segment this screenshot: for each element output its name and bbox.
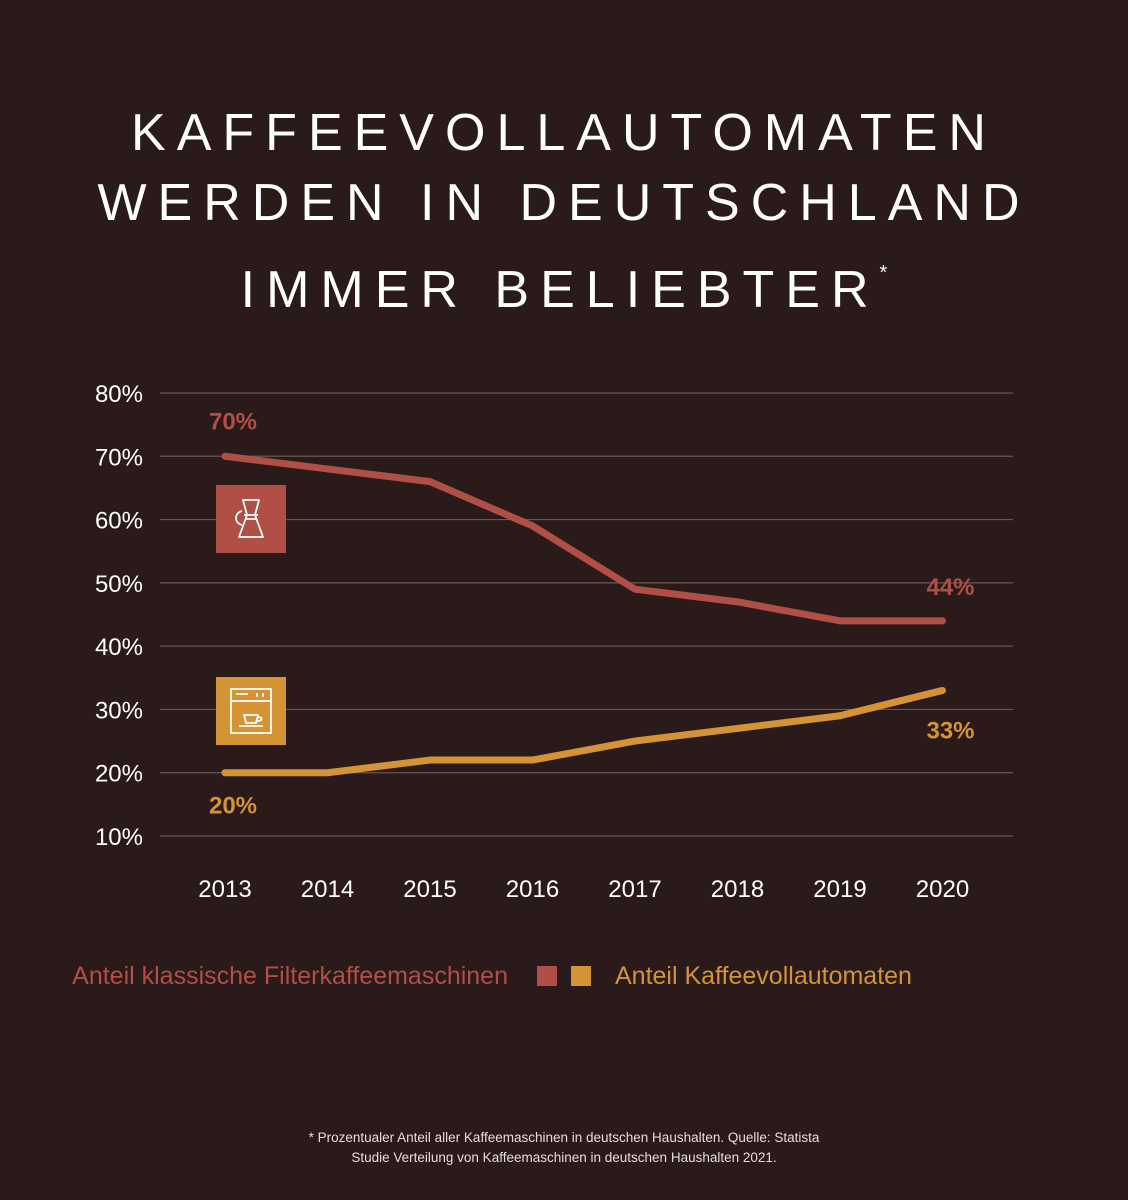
- y-tick-label: 10%: [95, 824, 143, 851]
- title-footnote-mark: *: [879, 262, 888, 284]
- icon-shape: [244, 514, 258, 520]
- data-point: [529, 756, 536, 764]
- series-line: [225, 687, 944, 777]
- x-tick-label: 2014: [301, 876, 354, 903]
- espresso-machine-icon: [216, 677, 286, 745]
- y-axis-tick-labels: 10% 20% 30% 40% 50% 60% 70% 80%: [95, 381, 143, 851]
- data-point: [529, 522, 536, 530]
- icon-shape: [243, 714, 263, 724]
- data-point: [221, 452, 229, 460]
- data-point: [426, 756, 434, 764]
- icon-shape: [235, 510, 243, 526]
- data-point: [221, 769, 229, 777]
- x-tick-label: 2018: [711, 876, 764, 903]
- y-tick-label: 40%: [95, 634, 143, 661]
- data-label: 33%: [926, 717, 974, 744]
- data-point: [426, 478, 434, 486]
- title-line-1: KAFFEEVOLLAUTOMATEN: [131, 104, 997, 162]
- legend: Anteil klassische Filterkaffeemaschinen …: [0, 958, 1128, 998]
- line-chart: 10%20%30%40%50%60%70%80% 2013 2014 2015 201…: [95, 381, 1013, 903]
- chart-title: KAFFEEVOLLAUTOMATEN WERDEN IN DEUTSCHLAN…: [0, 98, 1128, 325]
- y-tick-label: 30%: [95, 697, 143, 724]
- data-point: [836, 617, 844, 625]
- data-labels: 70% 44% 20% 33%: [209, 408, 975, 819]
- data-point: [324, 769, 331, 777]
- data-point: [631, 585, 639, 593]
- data-point: [734, 598, 741, 606]
- title-line-3: IMMER BELIEBTER*: [0, 238, 1128, 325]
- x-tick-label: 2019: [813, 876, 866, 903]
- icon-shape: [230, 688, 272, 734]
- data-label: 70%: [209, 408, 257, 435]
- y-tick-label: 80%: [95, 381, 143, 408]
- footnote: * Prozentualer Anteil aller Kaffeemaschi…: [0, 1128, 1128, 1168]
- data-point: [939, 617, 946, 625]
- title-line-2: WERDEN IN DEUTSCHLAND: [97, 174, 1031, 232]
- x-tick-label: 2016: [506, 876, 559, 903]
- y-tick-label: 70%: [95, 444, 143, 471]
- legend-label-auto: Anteil Kaffeevollautomaten: [615, 962, 912, 990]
- data-point: [939, 686, 946, 694]
- x-tick-label: 2020: [916, 876, 969, 903]
- data-point: [836, 712, 844, 720]
- legend-swatch-auto: [571, 966, 591, 986]
- footnote-line-2: Studie Verteilung von Kaffeemaschinen in…: [351, 1150, 777, 1165]
- footnote-line-1: * Prozentualer Anteil aller Kaffeemaschi…: [308, 1130, 820, 1145]
- title-line-3-text: IMMER BELIEBTER: [240, 261, 880, 319]
- chemex-coffee-maker-icon: [216, 485, 286, 553]
- data-point: [734, 724, 741, 732]
- y-tick-label: 50%: [95, 571, 143, 598]
- data-label: 44%: [926, 574, 974, 601]
- series-line: [224, 452, 943, 625]
- series-lines: [221, 452, 946, 777]
- icon-box: [216, 677, 286, 745]
- data-label: 20%: [209, 793, 257, 820]
- y-tick-label: 20%: [95, 761, 143, 788]
- y-tick-label: 60%: [95, 508, 143, 535]
- data-point: [324, 465, 331, 473]
- x-axis-tick-labels: 2013 2014 2015 2016 2017 2018 2019 2020: [198, 876, 969, 903]
- legend-label-filter: Anteil klassische Filterkaffeemaschinen: [72, 962, 508, 990]
- x-tick-label: 2015: [403, 876, 456, 903]
- x-tick-label: 2017: [608, 876, 661, 903]
- icon-shape: [231, 693, 271, 702]
- series-icons: [216, 485, 286, 745]
- legend-swatch-filter: [537, 966, 557, 986]
- x-tick-label: 2013: [198, 876, 251, 903]
- data-point: [631, 737, 639, 745]
